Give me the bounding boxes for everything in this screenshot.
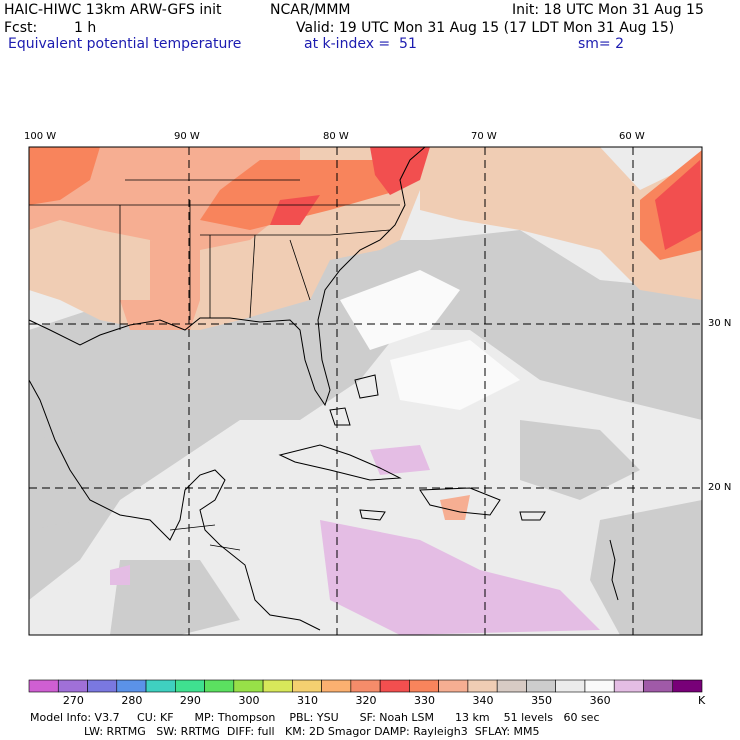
colorbar xyxy=(28,679,703,693)
model-info-line2: LW: RRTMG SW: RRTMG DIFF: full KM: 2D Sm… xyxy=(84,725,540,738)
smooth-label: sm= 2 xyxy=(578,36,625,52)
colorbar-label: 270 xyxy=(62,694,84,707)
lon-label-100w: 100 W xyxy=(24,131,57,142)
colorbar-label: 280 xyxy=(121,694,143,707)
state-borders xyxy=(29,179,400,551)
lon-label-90w: 90 W xyxy=(174,131,200,142)
colorbar-swatch xyxy=(438,679,469,693)
colorbar-swatch xyxy=(643,679,674,693)
lon-label-70w: 70 W xyxy=(471,131,497,142)
field-shading xyxy=(29,147,702,635)
colorbar-unit: K xyxy=(698,694,706,707)
lat-lon-grid xyxy=(29,147,702,635)
colorbar-swatch xyxy=(57,679,88,693)
colorbar-swatch xyxy=(409,679,439,693)
org-label: NCAR/MMM xyxy=(270,2,351,18)
colorbar-swatch xyxy=(28,679,59,693)
colorbar-swatch xyxy=(145,679,176,693)
colorbar-label: 330 xyxy=(414,694,436,707)
fcst-label: Fcst: xyxy=(4,20,38,36)
colorbar-swatch xyxy=(526,679,556,693)
level-label: at k-index = 51 xyxy=(304,36,417,52)
colorbar-swatch xyxy=(555,679,586,693)
colorbar-swatch xyxy=(379,679,410,693)
colorbar-label: 350 xyxy=(531,694,553,707)
colorbar-swatch xyxy=(672,679,703,693)
model-title: HAIC-HIWC 13km ARW-GFS init xyxy=(4,2,222,18)
map-frame xyxy=(28,146,703,636)
colorbar-swatch xyxy=(233,679,264,693)
field-name: Equivalent potential temperature xyxy=(8,36,242,52)
colorbar-label: 360 xyxy=(589,694,611,707)
colorbar-label: 340 xyxy=(472,694,494,707)
colorbar-label: 310 xyxy=(296,694,318,707)
colorbar-swatch xyxy=(175,679,205,693)
lon-label-80w: 80 W xyxy=(323,131,349,142)
fcst-value: 1 h xyxy=(74,20,97,36)
colorbar-swatch xyxy=(496,679,527,693)
colorbar-label: 320 xyxy=(355,694,377,707)
valid-time: Valid: 19 UTC Mon 31 Aug 15 (17 LDT Mon … xyxy=(296,20,675,36)
lat-label-30n: 30 N xyxy=(708,318,732,329)
colorbar-swatch xyxy=(204,679,235,693)
colorbar-swatch xyxy=(584,679,615,693)
lat-label-20n: 20 N xyxy=(708,482,732,493)
colorbar-swatch xyxy=(87,679,118,693)
colorbar-swatch xyxy=(292,679,322,693)
colorbar-swatch xyxy=(321,679,352,693)
colorbar-label: 290 xyxy=(179,694,201,707)
colorbar-label: 300 xyxy=(238,694,260,707)
colorbar-swatch xyxy=(262,679,293,693)
colorbar-swatch xyxy=(613,679,644,693)
colorbar-swatch xyxy=(350,679,381,693)
colorbar-swatch xyxy=(116,679,147,693)
init-time: Init: 18 UTC Mon 31 Aug 15 xyxy=(512,2,704,18)
colorbar-swatch xyxy=(467,679,498,693)
lon-label-60w: 60 W xyxy=(619,131,645,142)
model-info-line1: Model Info: V3.7 CU: KF MP: Thompson PBL… xyxy=(30,711,600,724)
